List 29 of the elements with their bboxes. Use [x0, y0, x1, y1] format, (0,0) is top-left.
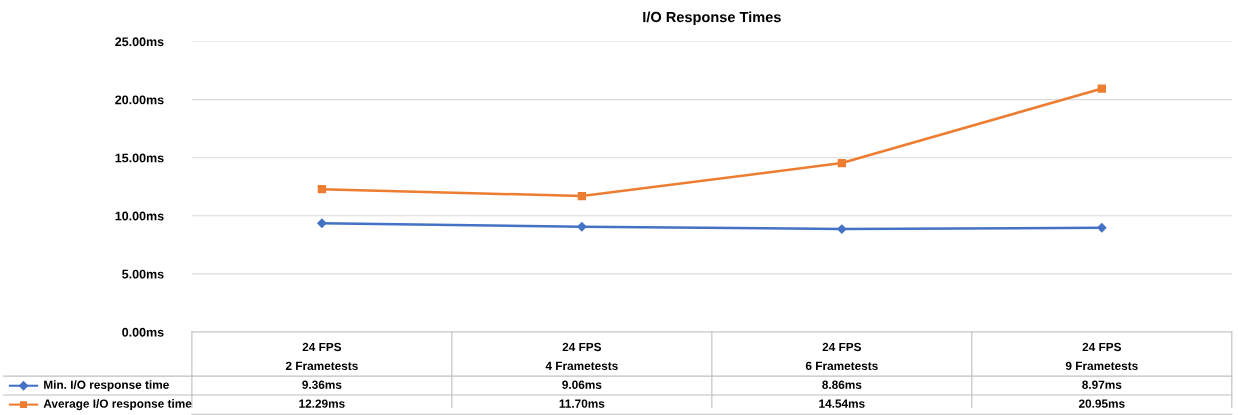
point	[317, 218, 327, 228]
data-label: 9.06ms	[562, 380, 602, 389]
data-label: 11.70ms	[559, 399, 605, 408]
point	[317, 185, 327, 194]
x-tick-label: 24 FPS 9 Frametests	[1065, 342, 1138, 371]
point	[837, 158, 847, 168]
point	[577, 222, 587, 232]
data-label: 14.54ms	[819, 399, 865, 408]
legend-label: Average I/O response time	[43, 399, 192, 411]
y-tick-label: 20.00ms	[115, 95, 164, 105]
x-tick-label: 24 FPS 4 Frametests	[545, 342, 618, 371]
point	[577, 191, 587, 201]
point	[1097, 223, 1107, 233]
y-tick-label: 0.00ms	[122, 327, 164, 337]
legend-label: Min. I/O response time	[44, 380, 169, 392]
data-label: 20.95ms	[1078, 399, 1125, 408]
data-label: 8.86ms	[822, 380, 862, 389]
point	[837, 224, 847, 234]
data-label: 9.36ms	[302, 380, 342, 389]
y-tick-label: 5.00ms	[122, 269, 164, 279]
data-label: 8.97ms	[1082, 380, 1122, 389]
data-label: 12.29ms	[299, 399, 345, 408]
y-tick-label: 25.00ms	[115, 37, 164, 47]
x-tick-label: 24 FPS 2 Frametests	[285, 342, 358, 371]
y-tick-label: 15.00ms	[115, 153, 164, 163]
y-tick-label: 10.00ms	[115, 211, 164, 221]
point	[1097, 84, 1106, 93]
x-tick-label: 24 FPS 6 Frametests	[805, 342, 878, 371]
chart-title: I/O Response Times	[643, 11, 781, 26]
